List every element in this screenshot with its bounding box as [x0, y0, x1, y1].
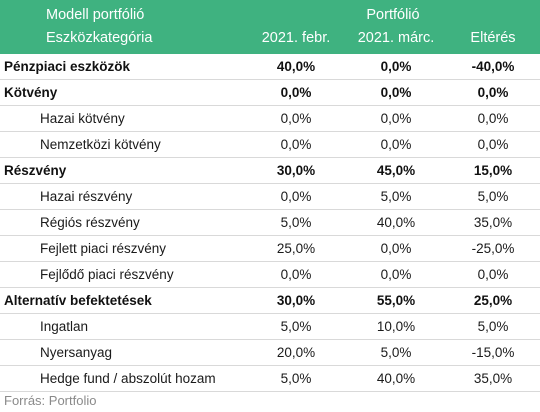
row-value-diff: 5,0%	[446, 313, 540, 340]
row-value-mar: 5,0%	[346, 339, 446, 366]
row-value-mar: 0,0%	[346, 79, 446, 106]
row-value-diff: 0,0%	[446, 105, 540, 132]
row-label: Fejlődő piaci részvény	[0, 261, 246, 288]
row-value-mar: 55,0%	[346, 287, 446, 314]
table-body: Pénzpiaci eszközök 40,0% 0,0% -40,0% Köt…	[0, 54, 540, 392]
header-col-mar: 2021. márc.	[346, 30, 446, 54]
row-label: Ingatlan	[0, 313, 246, 340]
header-portfolio-group: Portfólió	[246, 0, 540, 30]
row-value-feb: 0,0%	[246, 183, 346, 210]
row-label: Nemzetközi kötvény	[0, 131, 246, 158]
row-value-feb: 5,0%	[246, 209, 346, 236]
row-label: Pénzpiaci eszközök	[0, 54, 246, 80]
row-value-mar: 0,0%	[346, 261, 446, 288]
row-value-diff: 0,0%	[446, 79, 540, 106]
row-value-mar: 5,0%	[346, 183, 446, 210]
portfolio-table: Modell portfólió Portfólió Eszközkategór…	[0, 0, 540, 392]
row-value-diff: 0,0%	[446, 261, 540, 288]
row-value-diff: -40,0%	[446, 54, 540, 80]
row-value-feb: 0,0%	[246, 131, 346, 158]
row-value-mar: 0,0%	[346, 235, 446, 262]
row-label: Hazai kötvény	[0, 105, 246, 132]
row-value-diff: 35,0%	[446, 209, 540, 236]
header-model-portfolio: Modell portfólió	[0, 0, 246, 30]
row-value-mar: 0,0%	[346, 105, 446, 132]
row-value-mar: 10,0%	[346, 313, 446, 340]
header-col-feb: 2021. febr.	[246, 30, 346, 54]
header-asset-category: Eszközkategória	[0, 30, 246, 54]
row-value-feb: 40,0%	[246, 54, 346, 80]
header-row-1: Modell portfólió Portfólió	[0, 0, 540, 30]
table-row: Kötvény 0,0% 0,0% 0,0%	[0, 79, 540, 106]
row-value-feb: 0,0%	[246, 79, 346, 106]
row-value-feb: 5,0%	[246, 313, 346, 340]
table-row: Fejlett piaci részvény 25,0% 0,0% -25,0%	[0, 235, 540, 262]
row-label: Hedge fund / abszolút hozam	[0, 365, 246, 392]
row-label: Alternatív befektetések	[0, 287, 246, 314]
header-row-2: Eszközkategória 2021. febr. 2021. márc. …	[0, 30, 540, 54]
row-value-diff: -25,0%	[446, 235, 540, 262]
row-value-diff: 0,0%	[446, 131, 540, 158]
row-value-diff: 5,0%	[446, 183, 540, 210]
row-label: Fejlett piaci részvény	[0, 235, 246, 262]
row-value-feb: 20,0%	[246, 339, 346, 366]
row-value-feb: 30,0%	[246, 287, 346, 314]
header-col-diff: Eltérés	[446, 30, 540, 54]
row-value-mar: 45,0%	[346, 157, 446, 184]
row-value-diff: 15,0%	[446, 157, 540, 184]
row-value-diff: -15,0%	[446, 339, 540, 366]
source-note: Forrás: Portfolio	[4, 393, 97, 408]
row-label: Részvény	[0, 157, 246, 184]
row-label: Hazai részvény	[0, 183, 246, 210]
row-value-mar: 0,0%	[346, 131, 446, 158]
row-value-feb: 0,0%	[246, 261, 346, 288]
table-row: Pénzpiaci eszközök 40,0% 0,0% -40,0%	[0, 54, 540, 80]
row-value-diff: 25,0%	[446, 287, 540, 314]
table-row: Hazai részvény 0,0% 5,0% 5,0%	[0, 183, 540, 210]
row-label: Kötvény	[0, 79, 246, 106]
table-row: Nemzetközi kötvény 0,0% 0,0% 0,0%	[0, 131, 540, 158]
row-label: Régiós részvény	[0, 209, 246, 236]
row-value-feb: 5,0%	[246, 365, 346, 392]
table-row: Hazai kötvény 0,0% 0,0% 0,0%	[0, 105, 540, 132]
table-row: Régiós részvény 5,0% 40,0% 35,0%	[0, 209, 540, 236]
table-row: Alternatív befektetések 30,0% 55,0% 25,0…	[0, 287, 540, 314]
table-header: Modell portfólió Portfólió Eszközkategór…	[0, 0, 540, 54]
row-value-feb: 0,0%	[246, 105, 346, 132]
table-row: Fejlődő piaci részvény 0,0% 0,0% 0,0%	[0, 261, 540, 288]
row-value-mar: 40,0%	[346, 209, 446, 236]
row-value-feb: 25,0%	[246, 235, 346, 262]
row-value-feb: 30,0%	[246, 157, 346, 184]
row-label: Nyersanyag	[0, 339, 246, 366]
row-value-mar: 0,0%	[346, 54, 446, 80]
table-row: Nyersanyag 20,0% 5,0% -15,0%	[0, 339, 540, 366]
table-row: Hedge fund / abszolút hozam 5,0% 40,0% 3…	[0, 365, 540, 392]
table-row: Ingatlan 5,0% 10,0% 5,0%	[0, 313, 540, 340]
table-row: Részvény 30,0% 45,0% 15,0%	[0, 157, 540, 184]
row-value-diff: 35,0%	[446, 365, 540, 392]
row-value-mar: 40,0%	[346, 365, 446, 392]
